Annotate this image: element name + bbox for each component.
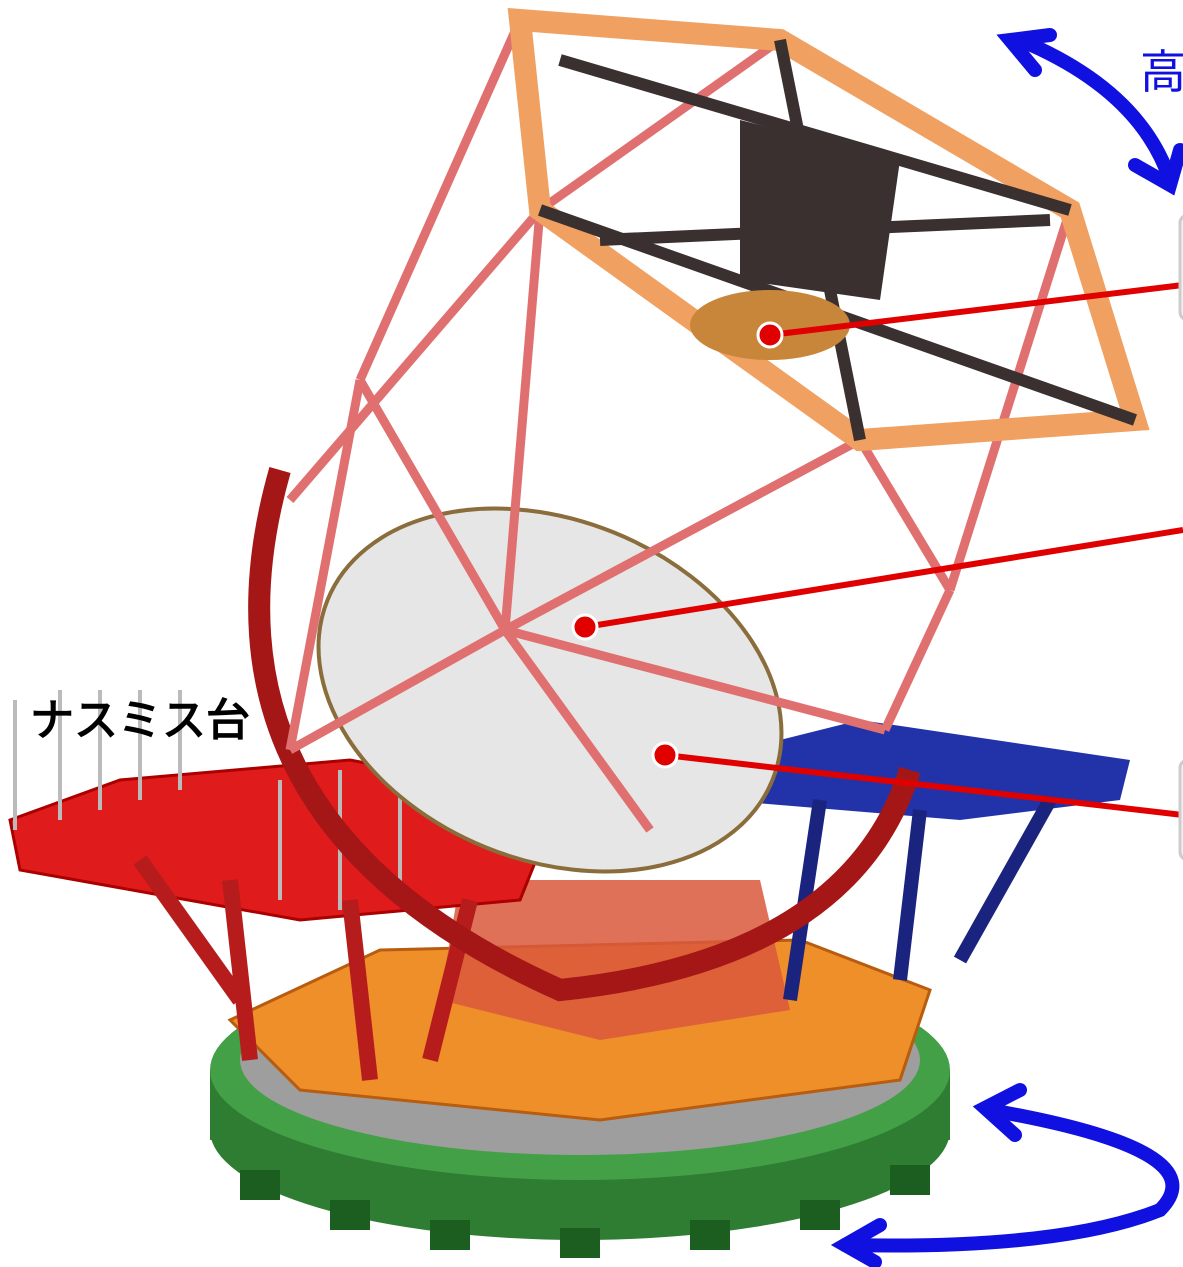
secondary-unit xyxy=(740,120,900,300)
truss xyxy=(285,18,1075,833)
altitude-label: 高 xyxy=(1140,45,1183,99)
nasmyth-label: ナスミス台 xyxy=(30,695,250,746)
elevation-ring xyxy=(248,466,921,1002)
pointer-dots xyxy=(571,321,784,769)
rotation-arrows xyxy=(830,28,1183,1267)
pointers xyxy=(584,282,1183,818)
fork-block xyxy=(440,880,790,1040)
label-boxes xyxy=(1178,214,1183,861)
